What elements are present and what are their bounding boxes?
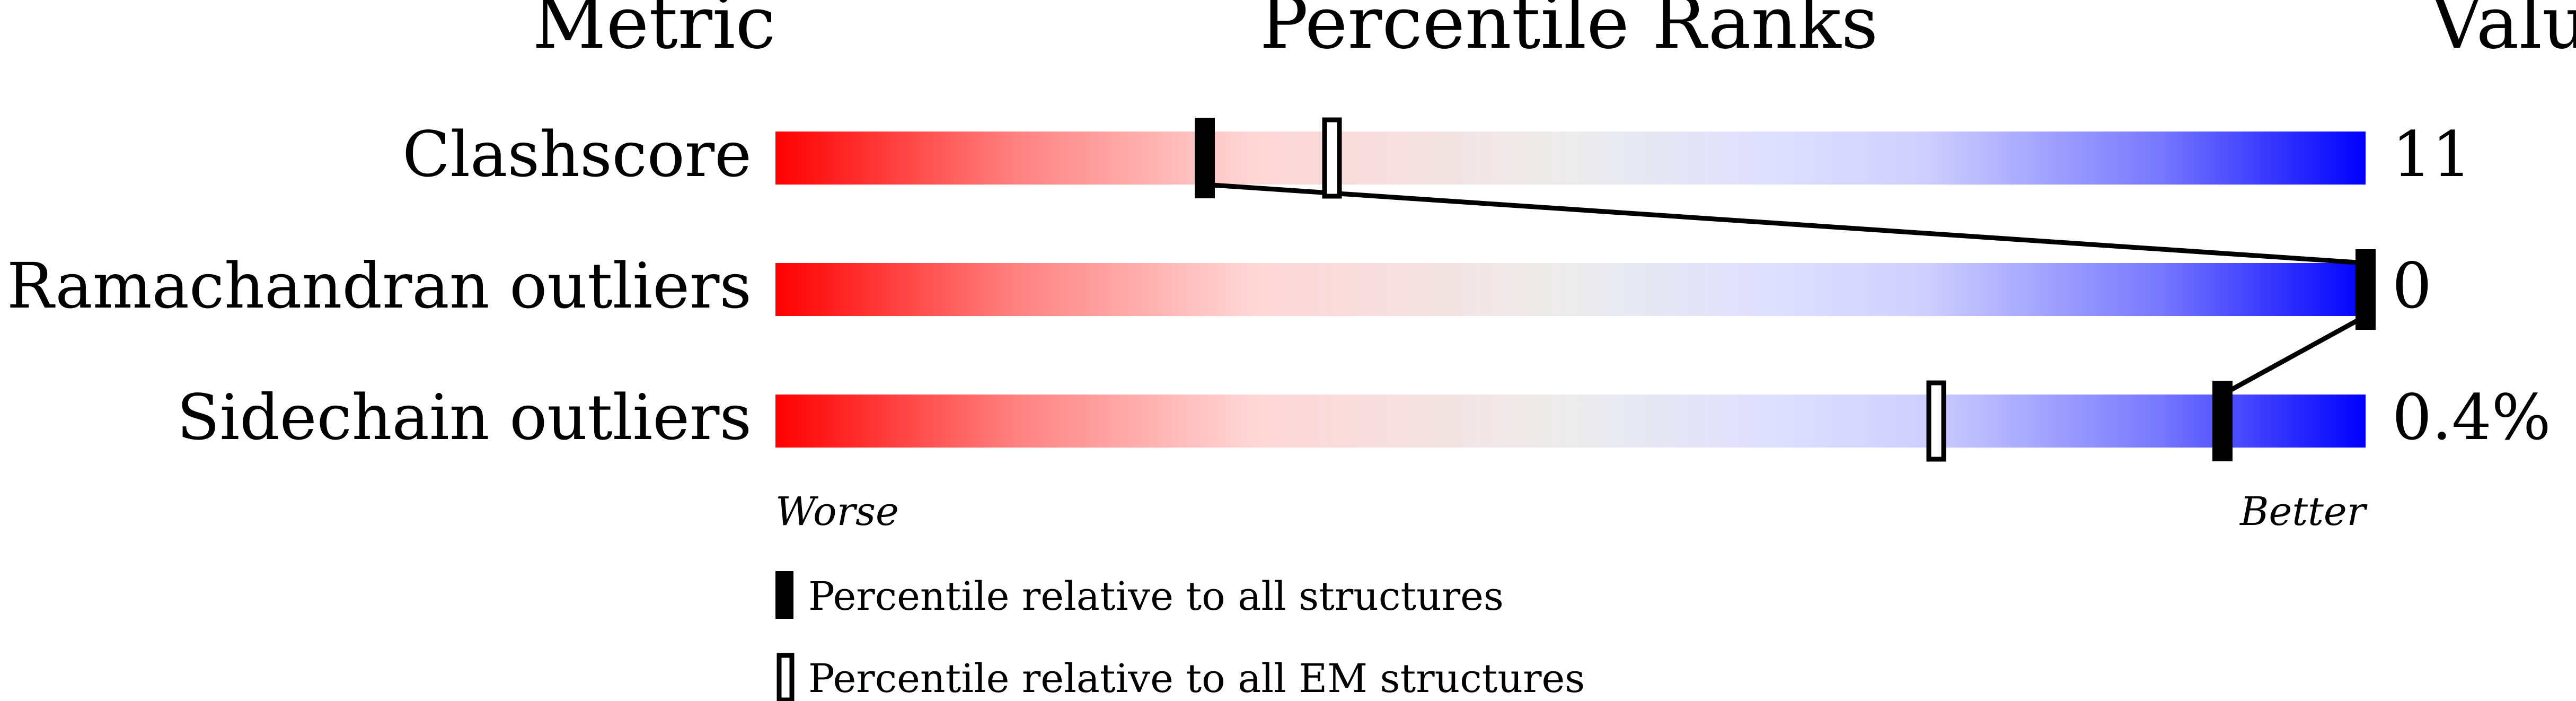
legend-em-label: Percentile relative to all EM structures: [808, 656, 1585, 701]
percentile-bar: [775, 132, 2366, 185]
percentile-link-line: [2221, 314, 2367, 397]
percentile-bar: [775, 263, 2366, 316]
percentile-link-line: [1204, 182, 2366, 266]
metric-value: 11: [2392, 118, 2472, 191]
header-percentile-ranks: Percentile Ranks: [1260, 0, 1878, 65]
metric-label: Clashscore: [402, 118, 752, 191]
legend-all-marker: [775, 571, 793, 619]
metric-label: Ramachandran outliers: [7, 249, 752, 322]
header-metric: Metric: [532, 0, 775, 65]
worse-label: Worse: [775, 489, 899, 534]
metric-value: 0: [2392, 249, 2432, 322]
all-percentile-marker: [1195, 118, 1215, 198]
percentile-bar: [775, 395, 2366, 448]
legend-all-label: Percentile relative to all structures: [808, 574, 1504, 619]
metric-label: Sidechain outliers: [177, 381, 752, 454]
em-percentile-marker: [1926, 380, 1946, 462]
all-percentile-marker: [2356, 249, 2376, 330]
legend-em-marker: [777, 653, 795, 701]
em-percentile-marker: [1322, 117, 1342, 199]
metric-value: 0.4%: [2392, 381, 2551, 454]
all-percentile-marker: [2212, 381, 2233, 461]
header-value: Value: [2430, 0, 2576, 65]
better-label: Better: [2239, 489, 2368, 534]
